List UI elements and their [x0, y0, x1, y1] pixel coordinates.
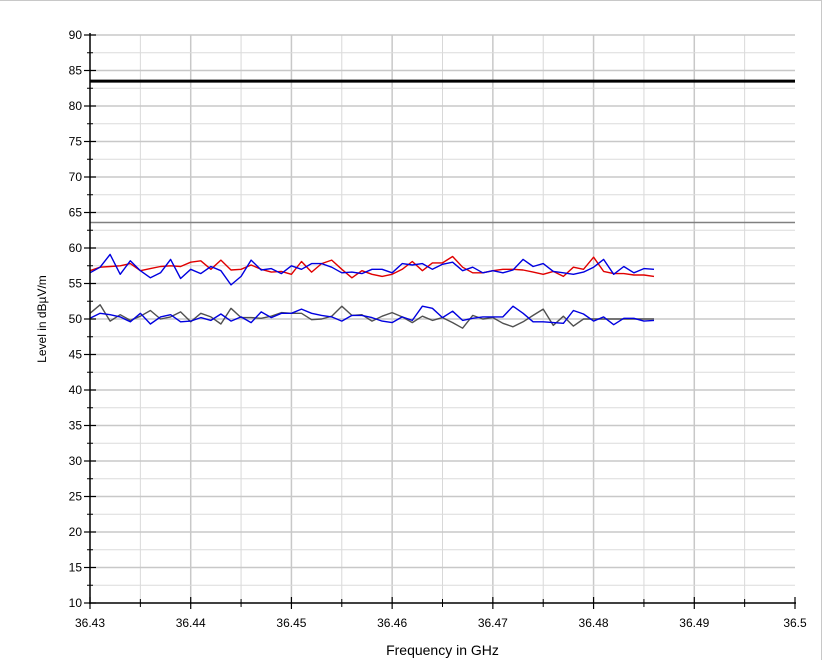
- series-line-3: [89, 304, 654, 329]
- series-lines: [89, 253, 655, 329]
- grid-lines: [90, 34, 795, 603]
- y-tick-label: 90: [69, 28, 83, 42]
- x-tick-label: 36.47: [478, 616, 508, 630]
- y-tick-label: 15: [69, 561, 83, 575]
- x-tick-label: 36.48: [579, 616, 609, 630]
- y-tick-label: 30: [69, 454, 83, 468]
- y-tick-label: 55: [69, 277, 83, 291]
- y-tick-label: 45: [69, 348, 83, 362]
- x-tick-label: 36.46: [377, 616, 407, 630]
- y-tick-label: 50: [69, 312, 83, 326]
- y-tick-label: 40: [69, 383, 83, 397]
- y-axis-title: Level in dBµV/m: [35, 275, 49, 363]
- y-tick-label: 75: [69, 135, 83, 149]
- y-tick-label: 25: [69, 490, 83, 504]
- y-tick-label: 60: [69, 241, 83, 255]
- x-tick-label: 36.5: [783, 616, 807, 630]
- y-tick-label: 65: [69, 206, 83, 220]
- y-tick-label: 70: [69, 170, 83, 184]
- tick-labels: 10 15 20 25 30 35 40 45 50 55 60 65 70 75 80 85 90 36.43 3…: [69, 28, 807, 630]
- x-tick-label: 36.45: [276, 616, 306, 630]
- series-line-1: [89, 255, 655, 279]
- y-tick-label: 35: [69, 419, 83, 433]
- y-tick-label: 20: [69, 525, 83, 539]
- y-tick-label: 85: [69, 64, 83, 78]
- y-tick-label: 10: [69, 596, 83, 610]
- x-tick-label: 36.49: [679, 616, 709, 630]
- series-line-2: [89, 253, 655, 286]
- x-tick-label: 36.43: [75, 616, 105, 630]
- limit-lines: [90, 79, 795, 224]
- axes: [84, 33, 796, 609]
- x-tick-label: 36.44: [176, 616, 206, 630]
- y-tick-label: 80: [69, 99, 83, 113]
- x-axis-title: Frequency in GHz: [386, 642, 499, 658]
- series-line-4: [89, 305, 655, 326]
